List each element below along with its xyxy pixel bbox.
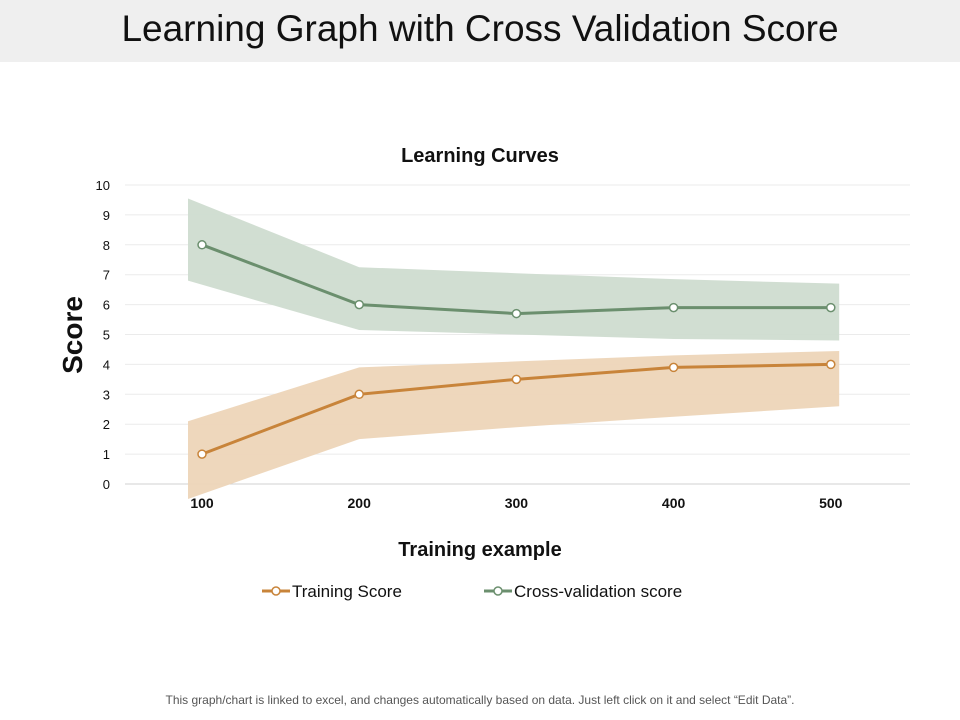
line-layer: [197, 240, 836, 459]
y-tick-label: 9: [103, 208, 110, 223]
x-axis-label: Training example: [398, 539, 561, 561]
legend-marker-0: [271, 586, 281, 596]
data-point: [197, 449, 207, 459]
y-tick-label: 4: [103, 357, 110, 372]
y-tick-label: 0: [103, 477, 110, 492]
x-tick-label: 400: [662, 495, 686, 511]
confidence-band-0: [188, 350, 840, 499]
y-axis-label: Score: [57, 296, 88, 374]
x-tick-label: 500: [819, 495, 843, 511]
y-tick-label: 6: [103, 298, 110, 313]
legend-label-1: Cross-validation score: [514, 582, 682, 601]
x-tick-label: 100: [190, 495, 214, 511]
data-point: [511, 374, 522, 385]
y-tick-label: 8: [103, 238, 110, 253]
legend-marker-1: [493, 586, 503, 596]
x-tick-label: 300: [505, 495, 529, 511]
data-point: [511, 308, 522, 319]
legend: Training Score Cross-validation score: [262, 582, 682, 601]
y-tick-label: 3: [103, 387, 110, 402]
slide-title: Learning Graph with Cross Validation Sco…: [121, 8, 839, 49]
data-point: [354, 389, 364, 400]
data-point: [668, 302, 679, 313]
data-point: [668, 362, 679, 373]
learning-curves-chart: 0 1 2 3 4 5 6 7 8 9 10 100 200 300 400 500 Learning Cur…: [57, 145, 910, 601]
y-tick-label: 7: [103, 268, 110, 283]
legend-label-0: Training Score: [292, 582, 402, 601]
data-point: [826, 359, 836, 370]
footnote: This graph/chart is linked to excel, and…: [165, 693, 795, 707]
data-point: [826, 302, 836, 313]
y-tick-label: 1: [103, 447, 110, 462]
chart-title: Learning Curves: [401, 145, 559, 167]
data-point: [197, 240, 207, 250]
data-point: [354, 299, 364, 310]
y-tick-label: 10: [96, 178, 110, 193]
x-tick-label: 200: [348, 495, 372, 511]
tick-layer: 0 1 2 3 4 5 6 7 8 9 10 100 200 300 400 500: [96, 178, 843, 511]
title-bar: [0, 0, 960, 62]
y-tick-label: 5: [103, 328, 110, 343]
confidence-band-1: [188, 198, 840, 341]
y-tick-label: 2: [103, 417, 110, 432]
